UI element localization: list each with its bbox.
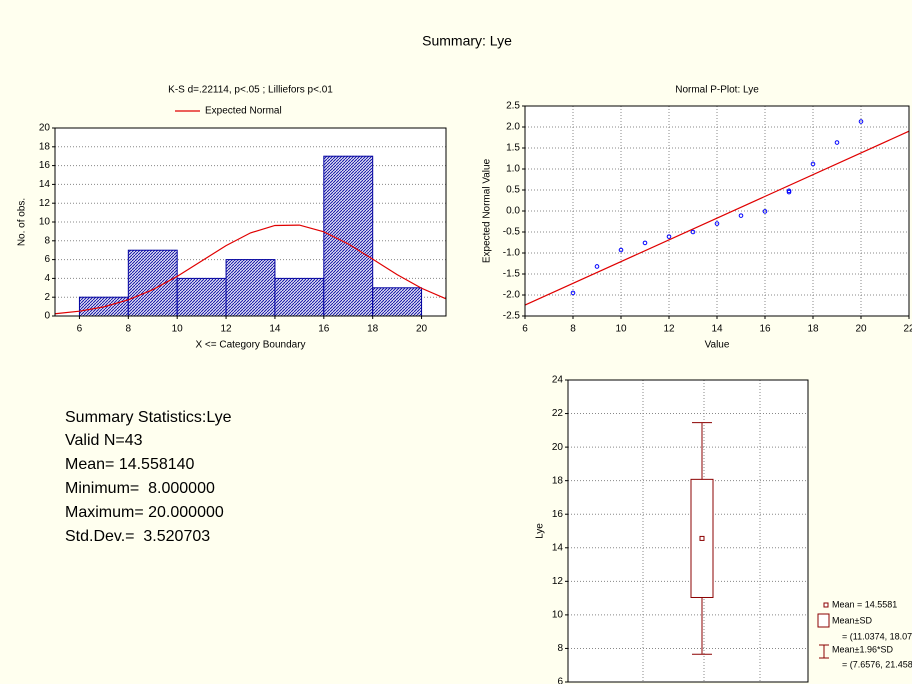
x-tick-label: 10 — [172, 324, 184, 335]
x-tick-label: 12 — [221, 324, 233, 335]
x-tick-label: 18 — [367, 324, 379, 335]
y-tick-label: 4 — [44, 273, 50, 284]
y-tick-label: 6 — [557, 677, 563, 684]
scatter-point — [786, 188, 792, 194]
x-tick-label: 14 — [269, 324, 281, 335]
y-tick-label: 12 — [39, 198, 51, 209]
x-tick-label: 22 — [903, 324, 912, 335]
y-tick-label: 2 — [44, 292, 50, 303]
y-tick-label: 20 — [39, 123, 51, 134]
y-tick-label: 1.5 — [506, 143, 520, 154]
scatter-point — [618, 247, 624, 253]
y-tick-label: 24 — [552, 375, 564, 386]
plot-border — [54, 127, 447, 317]
chart-title: K-S d=.22114, p<.05 ; Lilliefors p<.01 — [168, 85, 333, 96]
scatter-point — [834, 140, 840, 145]
y-tick-label: 12 — [552, 576, 564, 587]
y-tick-label: 0.5 — [506, 185, 520, 196]
y-tick-label: 2.5 — [506, 101, 520, 112]
summary-heading: Summary Statistics:Lye — [65, 409, 232, 426]
scatter-point — [570, 290, 576, 296]
legend-label: = (7.6576, 21.4587) — [842, 659, 912, 669]
legend-ci-icon — [819, 644, 829, 659]
y-tick-label: 20 — [552, 442, 564, 453]
scatter-point — [666, 234, 672, 239]
legend-label: Expected Normal — [205, 106, 282, 117]
y-tick-label: 2.0 — [506, 122, 520, 133]
x-tick-label: 6 — [77, 324, 83, 335]
chart-title: Normal P-Plot: Lye — [675, 85, 759, 96]
legend-label: = (11.0374, 18.0788) — [842, 631, 912, 641]
y-tick-label: 8 — [557, 643, 563, 654]
y-tick-label: -1.5 — [503, 269, 521, 280]
y-tick-label: 6 — [44, 254, 50, 265]
x-tick-label: 20 — [855, 324, 867, 335]
y-tick-label: 0 — [44, 311, 50, 322]
x-tick-label: 20 — [416, 324, 428, 335]
y-tick-label: -2.5 — [503, 311, 521, 322]
summary-line: Valid N=43 — [65, 432, 143, 449]
normal-curve — [54, 224, 447, 315]
scatter-point — [858, 119, 864, 124]
legend-mean-icon — [823, 602, 829, 608]
x-tick-label: 12 — [663, 324, 675, 335]
legend-sd-icon — [817, 613, 830, 628]
histogram-bar — [274, 277, 325, 317]
scatter-point — [738, 213, 744, 218]
y-tick-label: -0.5 — [503, 227, 521, 238]
legend-label: Mean±SD — [832, 615, 872, 625]
histogram-bar — [176, 277, 227, 317]
main-title: Summary: Lye — [422, 33, 512, 49]
x-axis-label: X <= Category Boundary — [195, 340, 305, 351]
y-tick-label: 0.0 — [506, 206, 520, 217]
mean-marker — [699, 535, 705, 541]
y-axis-label: Lye — [535, 523, 546, 539]
legend-label: Mean = 14.5581 — [832, 599, 897, 609]
y-tick-label: -2.0 — [503, 290, 521, 301]
y-tick-label: 1.0 — [506, 164, 520, 175]
scatter-point — [762, 209, 768, 214]
y-tick-label: 18 — [552, 475, 564, 486]
x-tick-label: 16 — [759, 324, 771, 335]
y-tick-label: -1.0 — [503, 248, 521, 259]
y-tick-label: 16 — [552, 509, 564, 520]
y-tick-label: 14 — [552, 542, 564, 553]
y-tick-label: 10 — [552, 610, 564, 621]
plot-area — [568, 380, 808, 682]
x-axis-label: Value — [705, 340, 730, 351]
x-tick-label: 18 — [807, 324, 819, 335]
y-tick-label: 18 — [39, 141, 51, 152]
x-tick-label: 6 — [522, 324, 528, 335]
scatter-point — [690, 229, 696, 235]
y-tick-label: 22 — [552, 408, 564, 419]
y-axis-label: Expected Normal Value — [482, 158, 493, 263]
summary-line: Mean= 14.558140 — [65, 456, 195, 473]
plot-border — [567, 379, 809, 683]
summary-line: Maximum= 20.000000 — [65, 504, 224, 521]
x-tick-label: 16 — [318, 324, 330, 335]
y-tick-label: 10 — [39, 217, 51, 228]
histogram-bar — [323, 155, 374, 317]
scatter-point — [642, 240, 648, 246]
plot-border — [524, 105, 910, 317]
y-axis-label: No. of obs. — [17, 198, 28, 246]
summary-line: Std.Dev.= 3.520703 — [65, 528, 210, 545]
x-tick-label: 8 — [570, 324, 576, 335]
y-tick-label: 16 — [39, 160, 51, 171]
y-tick-label: 14 — [39, 179, 51, 190]
reference-line — [524, 130, 910, 306]
histogram-bar — [127, 249, 178, 317]
scatter-point — [810, 161, 816, 167]
legend-label: Mean±1.96*SD — [832, 644, 893, 654]
summary-line: Minimum= 8.000000 — [65, 480, 215, 497]
x-tick-label: 8 — [126, 324, 132, 335]
histogram-bar — [225, 259, 276, 317]
x-tick-label: 10 — [615, 324, 627, 335]
scatter-point — [714, 221, 720, 226]
scatter-point — [594, 264, 600, 269]
x-tick-label: 14 — [711, 324, 723, 335]
histogram-bar — [372, 287, 423, 317]
y-tick-label: 8 — [44, 235, 50, 246]
